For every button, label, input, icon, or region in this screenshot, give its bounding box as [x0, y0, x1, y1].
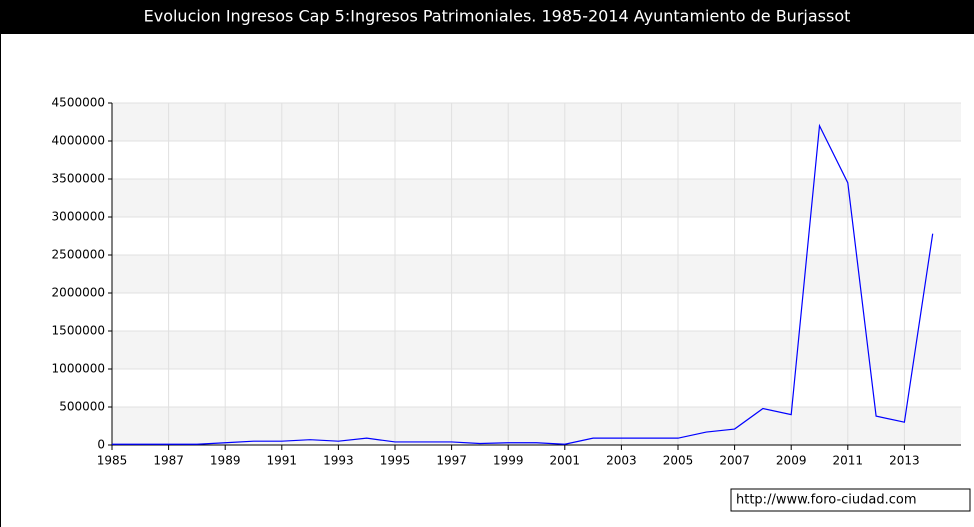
y-tick-label: 2000000: [52, 286, 105, 300]
grid-band: [112, 179, 961, 217]
x-tick-label: 1987: [153, 454, 184, 468]
x-tick-label: 1989: [210, 454, 241, 468]
y-tick-label: 3500000: [52, 172, 105, 186]
y-tick-label: 1500000: [52, 324, 105, 338]
title-bar: [0, 0, 974, 34]
grid-band: [112, 255, 961, 293]
line-series: [112, 123, 934, 445]
x-tick-label: 2009: [776, 454, 807, 468]
x-tick-label: 2013: [889, 454, 920, 468]
x-tick-label: 2007: [719, 454, 750, 468]
watermark-box: [730, 488, 971, 512]
x-tick-label: 1985: [97, 454, 128, 468]
x-tick-label: 2003: [606, 454, 637, 468]
plot-area: 0 500000 1000000 1500000 2000000 2500000 30000…: [52, 96, 961, 468]
grid-band: [112, 331, 961, 369]
y-tick-label: 500000: [59, 400, 105, 414]
x-tick-label: 1995: [380, 454, 411, 468]
grid-band: [112, 103, 961, 141]
x-tick-label: 1993: [323, 454, 354, 468]
y-tick-label: 3000000: [52, 210, 105, 224]
x-tick-label: 2001: [550, 454, 581, 468]
x-tick-label: 1997: [436, 454, 467, 468]
y-tick-label: 2500000: [52, 248, 105, 262]
y-tick-label: 0: [97, 438, 105, 452]
chart-title: Evolucion Ingresos Cap 5:Ingresos Patrim…: [144, 7, 851, 26]
y-tick-label: 4000000: [52, 134, 105, 148]
x-tick-label: 2011: [833, 454, 864, 468]
x-tick-label: 1999: [493, 454, 524, 468]
x-tick-label: 1991: [267, 454, 298, 468]
grid-band: [112, 407, 961, 445]
watermark: http://www.foro-ciudad.com: [736, 493, 917, 508]
y-tick-label: 4500000: [52, 96, 105, 110]
x-tick-label: 2005: [663, 454, 694, 468]
y-tick-label: 1000000: [52, 362, 105, 376]
